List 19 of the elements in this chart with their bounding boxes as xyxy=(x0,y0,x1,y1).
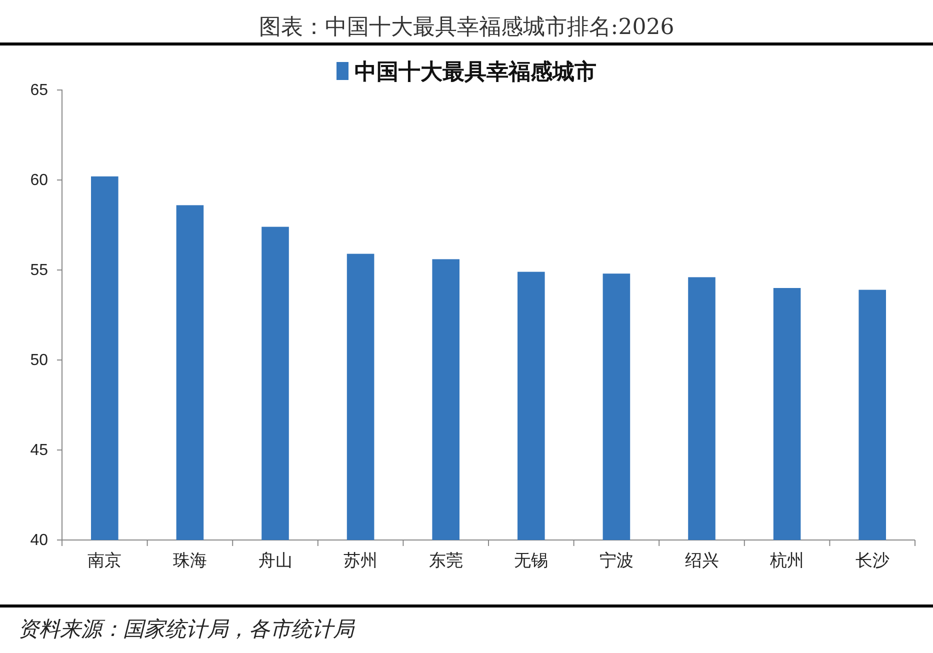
x-tick-label: 宁波 xyxy=(599,551,634,572)
x-tick-label: 杭州 xyxy=(769,551,804,572)
x-tick-label: 长沙 xyxy=(855,551,890,572)
y-tick-label: 55 xyxy=(30,262,48,280)
x-tick-label: 绍兴 xyxy=(684,551,719,572)
legend-label: 中国十大最具幸福感城市 xyxy=(354,59,596,84)
y-tick-label: 40 xyxy=(30,532,48,550)
y-tick-label: 60 xyxy=(30,172,48,190)
chart-title: 图表：中国十大最具幸福感城市排名:2026 xyxy=(258,15,674,40)
x-tick-label: 珠海 xyxy=(172,551,207,572)
y-tick-label: 65 xyxy=(30,82,48,100)
y-tick-label: 45 xyxy=(30,442,48,460)
x-tick-label: 东莞 xyxy=(428,551,463,572)
y-tick-label: 50 xyxy=(30,352,48,370)
x-tick-label: 无锡 xyxy=(514,551,548,572)
text: 资料来源：国家统计局，各市统计局 xyxy=(18,617,356,641)
x-tick-label: 舟山 xyxy=(258,551,292,572)
x-tick-label: 苏州 xyxy=(344,551,378,572)
x-tick-label: 南京 xyxy=(88,551,122,572)
